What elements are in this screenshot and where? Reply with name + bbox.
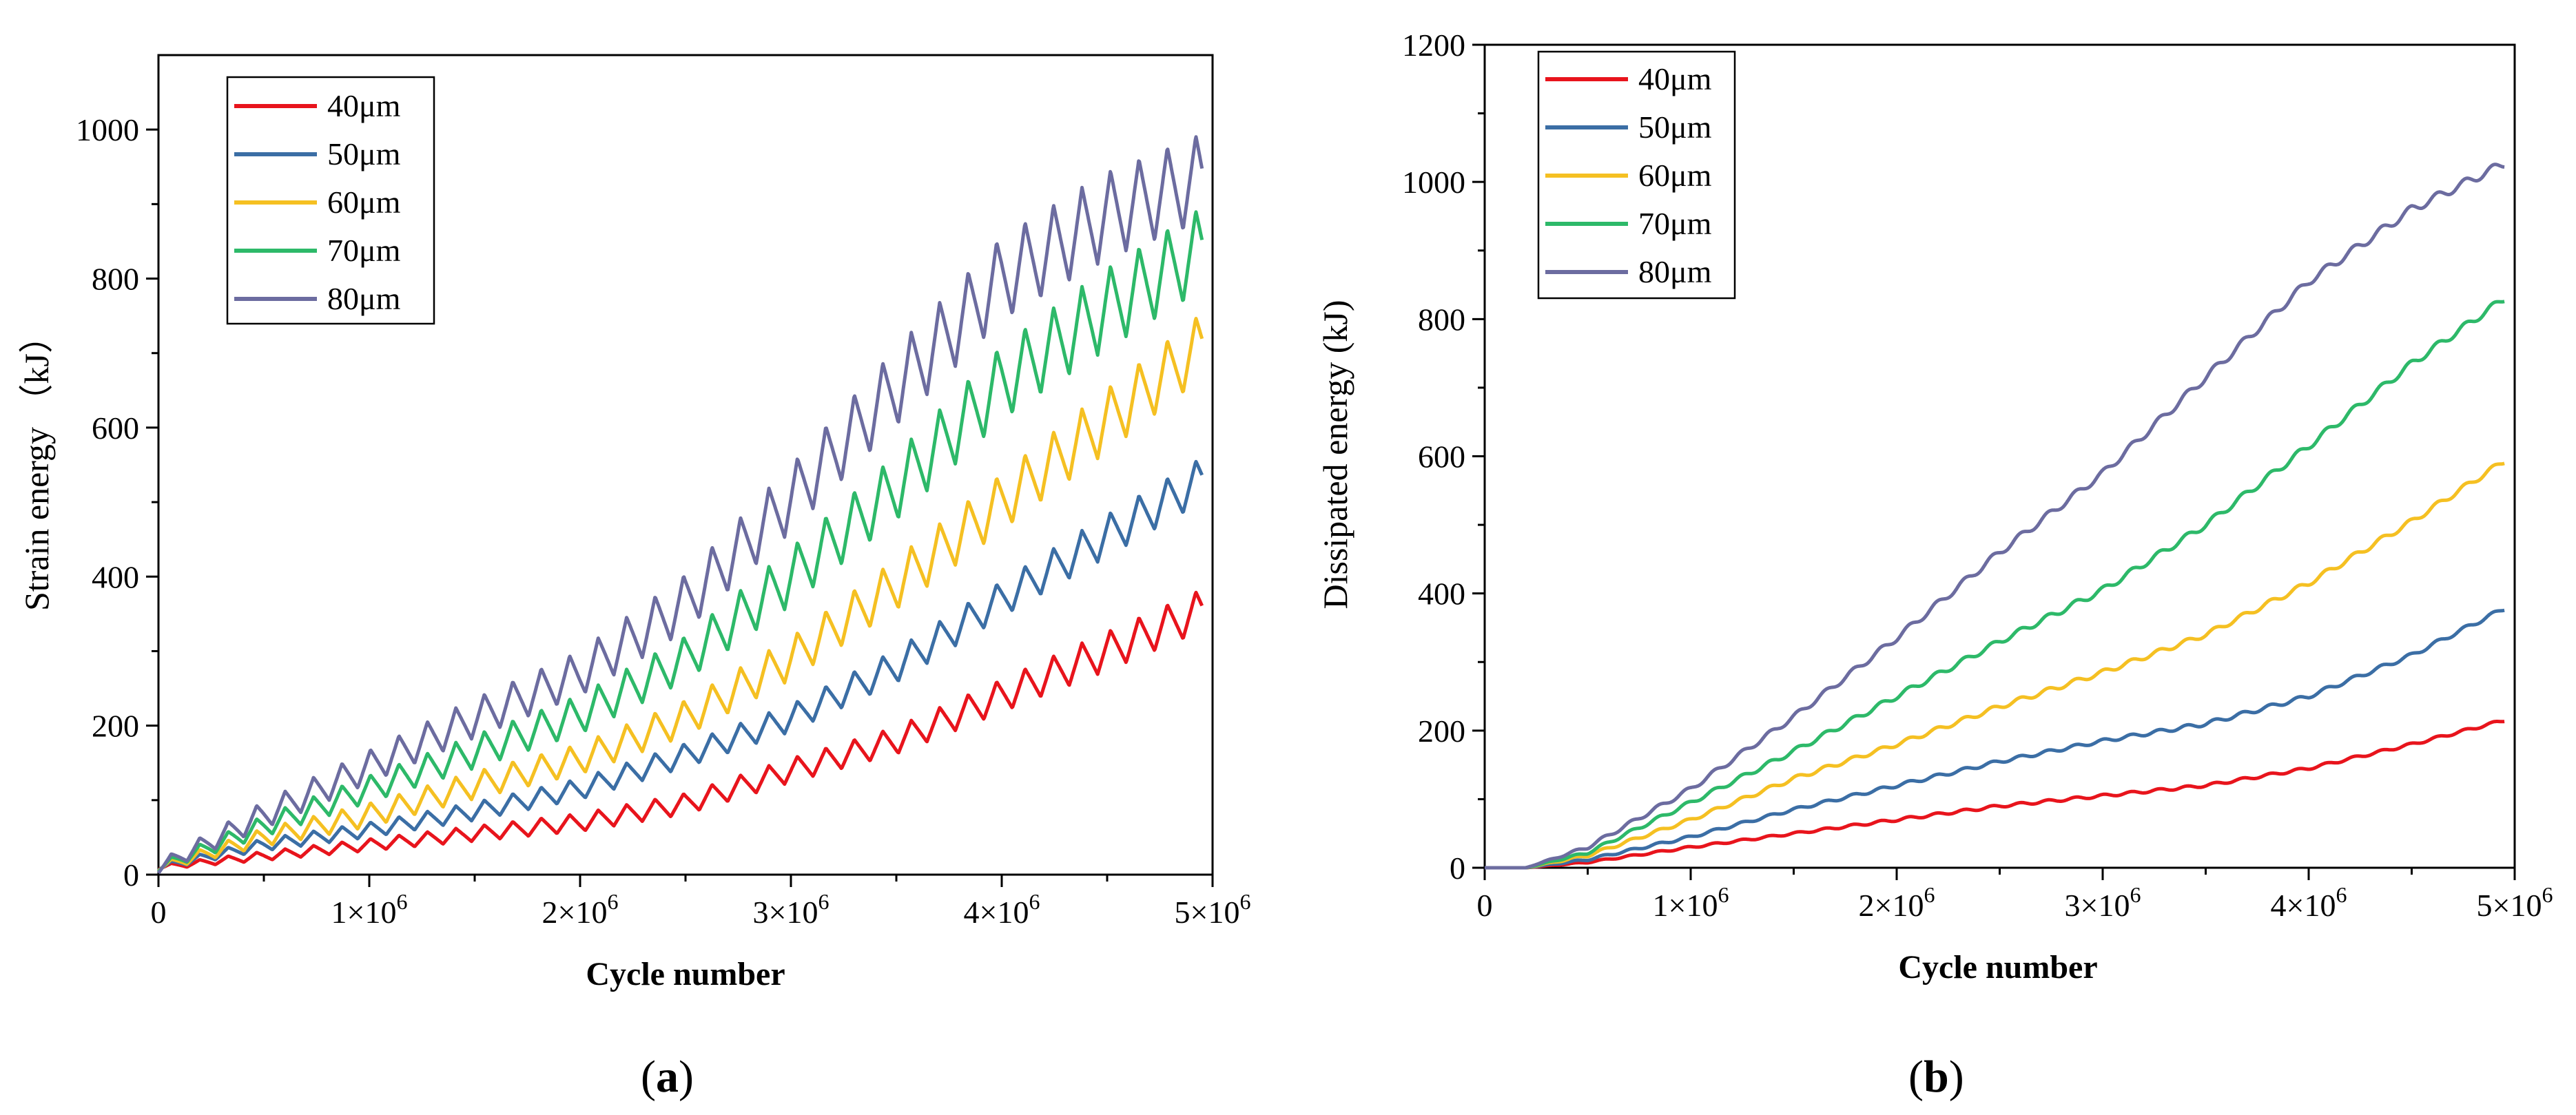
y-tick-label: 1000 (1402, 165, 1465, 200)
series-a (157, 135, 1204, 875)
y-axis-title-a: Strain energy （kJ） (17, 319, 56, 611)
x-tick-label: 3×106 (2065, 882, 2141, 923)
y-tick-label: 800 (92, 262, 139, 297)
y-tick-label: 400 (1418, 576, 1465, 612)
panel-caption-a: (a) (641, 1052, 694, 1102)
x-tick-label: 4×106 (2271, 882, 2347, 923)
series-line-40um (157, 590, 1204, 871)
x-tick-label: 5×106 (1175, 889, 1251, 930)
legend-label: 70μm (1638, 206, 1712, 241)
y-axis-title-b: Dissipated energy (kJ) (1316, 300, 1354, 609)
series-line-60um (157, 317, 1204, 873)
y-tick-label: 600 (1418, 439, 1465, 475)
y-tick-label: 800 (1418, 302, 1465, 337)
panel-caption-b: (b) (1908, 1052, 1964, 1102)
x-tick-label: 2×106 (1859, 882, 1935, 923)
y-tick-label: 200 (92, 709, 139, 744)
series-line-40um (1483, 720, 2506, 870)
x-axis-title-a: Cycle number (586, 956, 785, 992)
x-axis-title-b: Cycle number (1898, 949, 2097, 986)
y-tick-label: 1200 (1402, 28, 1465, 63)
legend-a: 40μm 50μm 60μm 70μm 80μm (226, 76, 435, 325)
legend-label: 50μm (1638, 110, 1712, 145)
y-tick-label: 200 (1418, 713, 1465, 749)
y-tick-label: 0 (123, 857, 139, 893)
legend-b: 40μm 50μm 60μm 70μm 80μm (1537, 50, 1736, 300)
series-line-50um (1483, 608, 2506, 870)
legend-label: 40μm (1638, 61, 1712, 96)
x-tick-label: 0 (1477, 888, 1493, 923)
series-line-80um (1483, 163, 2506, 870)
x-tick-label: 2×106 (542, 889, 619, 930)
panel-b: 0 1×106 2×106 3×106 4×106 5×106 0 200 400 600 800 1… (1316, 28, 2553, 1102)
legend-label: 60μm (1638, 158, 1712, 193)
x-tick-label: 0 (151, 895, 167, 930)
series-line-60um (1483, 461, 2506, 870)
series-line-80um (157, 135, 1204, 875)
panel-a: 0 1×106 2×106 3×106 4×106 5×106 0 200 400 600 800 1… (17, 54, 1250, 1102)
axes-b: 0 1×106 2×106 3×106 4×106 5×106 0 200 400 600 800 1… (1402, 28, 2553, 923)
series-line-70um (1483, 300, 2506, 870)
legend-label: 50μm (327, 136, 401, 171)
legend-label: 80μm (327, 281, 401, 316)
legend-label: 60μm (327, 185, 401, 220)
series-line-70um (157, 210, 1204, 873)
y-tick-label: 1000 (76, 112, 139, 147)
legend-label: 80μm (1638, 254, 1712, 289)
legend-label: 70μm (327, 233, 401, 268)
y-tick-label: 400 (92, 559, 139, 594)
axes-a: 0 1×106 2×106 3×106 4×106 5×106 0 200 400 600 800 1… (76, 112, 1250, 930)
series-b (1483, 163, 2506, 870)
x-tick-label: 1×106 (331, 889, 408, 930)
x-tick-label: 3×106 (753, 889, 830, 930)
y-tick-label: 600 (92, 410, 139, 446)
x-tick-label: 5×106 (2477, 882, 2553, 923)
x-tick-label: 1×106 (1653, 882, 1729, 923)
x-tick-label: 4×106 (964, 889, 1040, 930)
legend-label: 40μm (327, 88, 401, 123)
series-line-50um (157, 459, 1204, 872)
y-tick-label: 0 (1450, 851, 1465, 886)
